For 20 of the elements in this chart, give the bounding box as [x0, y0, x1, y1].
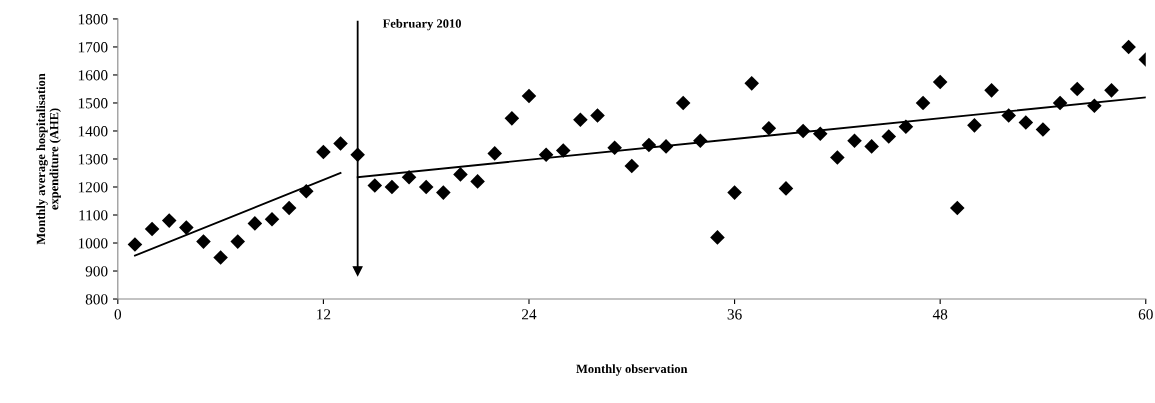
y-tick-label: 900: [85, 266, 108, 277]
x-tick-label: 24: [522, 309, 537, 320]
y-tick-label: 800: [85, 294, 108, 305]
y-tick-label: 1700: [78, 42, 108, 53]
y-tick-label: 1400: [78, 126, 108, 137]
y-tick-label: 1600: [78, 70, 108, 81]
y-tick-label: 1100: [79, 210, 108, 221]
ref-line-label: February 2010: [382, 18, 461, 31]
x-axis-title: Monthly observation: [576, 364, 688, 376]
y-tick-label: 1800: [78, 14, 108, 25]
y-tick-label: 1000: [78, 238, 108, 249]
y-tick-label: 1300: [78, 154, 108, 165]
x-tick-label: 60: [1138, 309, 1153, 320]
x-tick-label: 12: [317, 309, 331, 320]
y-tick-label: 1200: [78, 182, 108, 193]
x-tick-label: 0: [114, 309, 122, 320]
x-tick-label: 36: [727, 309, 742, 320]
x-tick-label: 48: [932, 309, 948, 320]
y-axis-title: Monthly average hospitalisation expenditure (AHE): [36, 73, 61, 245]
y-tick-label: 1500: [78, 98, 108, 109]
